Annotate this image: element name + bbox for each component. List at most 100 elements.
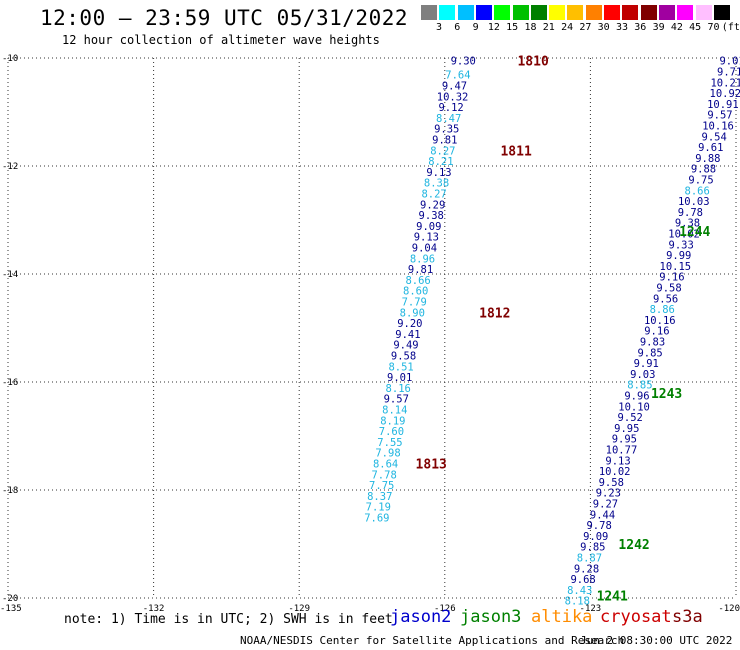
wave-height-value: 9.78: [678, 207, 703, 219]
lat-tick-label: -16: [2, 378, 18, 388]
wave-height-value: 9.16: [644, 326, 669, 338]
wave-height-value: 9.30: [451, 56, 476, 68]
wave-height-value: 9.71: [717, 67, 740, 79]
wave-height-value: 10.77: [606, 445, 638, 457]
color-swatch: [677, 5, 694, 20]
wave-height-values: 9.307.649.4710.329.128.479.359.818.278.2…: [364, 56, 740, 608]
pass-time-label: 1811: [500, 144, 531, 159]
color-scale-label: 24: [561, 22, 574, 33]
wave-height-value: 9.09: [416, 221, 441, 233]
wave-height-value: 9.81: [432, 135, 457, 147]
wave-height-value: 10.10: [618, 401, 650, 413]
color-scale-label: 3: [435, 22, 443, 33]
lon-tick-label: -123: [580, 604, 602, 614]
wave-height-value: 9.88: [695, 153, 720, 165]
color-scale-label: 33: [615, 22, 629, 33]
wave-height-value: 9.61: [698, 142, 723, 154]
color-swatch: [512, 5, 529, 20]
wave-height-value: 9.09: [583, 531, 608, 543]
color-scale-label: 30: [597, 22, 610, 33]
wave-height-value: 10.15: [660, 261, 692, 273]
color-swatch: [421, 5, 437, 20]
wave-height-value: 9.44: [590, 509, 615, 521]
wave-height-value: 9.27: [593, 499, 618, 511]
wave-height-value: 8.47: [436, 113, 461, 125]
wave-height-value: 9.38: [419, 210, 444, 222]
lon-tick-label: -135: [0, 604, 22, 614]
wave-height-value: 10.32: [437, 91, 469, 103]
color-swatch: [549, 5, 566, 20]
color-scale-label: 6: [454, 22, 461, 33]
wave-height-value: 10.16: [644, 315, 676, 327]
page-title: 12:00 – 23:59 UTC 05/31/2022: [40, 6, 409, 30]
wave-height-value: 8.27: [421, 189, 446, 201]
legend-item-jason3: jason3: [460, 607, 522, 627]
wave-height-value: 9.52: [618, 412, 643, 424]
footer-timestamp: Jun 2 08:30:00 UTC 2022: [580, 634, 733, 647]
wave-height-value: 9.58: [599, 477, 624, 489]
lon-tick-label: -126: [434, 604, 456, 614]
wave-height-value: 9.13: [605, 455, 630, 467]
wave-height-value: 8.37: [367, 491, 392, 503]
wave-height-value: 8.64: [373, 459, 398, 471]
color-swatch: [713, 5, 730, 20]
color-swatch: [658, 5, 675, 20]
page-subtitle: 12 hour collection of altimeter wave hei…: [62, 33, 380, 47]
wave-height-value: 9.28: [574, 563, 599, 575]
wave-height-value: 9.03: [630, 369, 655, 381]
wave-height-value: 9.68: [570, 574, 595, 586]
wave-height-value: 8.90: [400, 307, 425, 319]
axis-ticks: -135 -132 -129 -126 -123 -120 -10 -12 -14 -16 -18 -…: [0, 54, 740, 614]
wave-height-value: 9.54: [702, 131, 727, 143]
wave-height-value: 9.23: [596, 488, 621, 500]
wave-height-value: 9.13: [414, 232, 439, 244]
wave-height-value: 8.18: [565, 596, 590, 608]
color-scale-label: 42: [670, 22, 683, 33]
lon-tick-label: -120: [718, 604, 740, 614]
wave-height-value: 9.85: [637, 347, 662, 359]
wave-height-value: 8.51: [388, 361, 413, 373]
color-scale-label: 27: [579, 22, 592, 33]
color-swatch: [622, 5, 639, 20]
wave-height-value: 10.91: [707, 99, 739, 111]
units-note: note: 1) Time is in UTC; 2) SWH is in fe…: [64, 612, 393, 627]
legend-item-cryosat: cryosat: [600, 607, 672, 627]
wave-height-value: 8.60: [403, 286, 428, 298]
wave-height-value: 10.02: [668, 229, 700, 241]
color-swatch: [604, 5, 620, 20]
wave-height-value: 7.98: [375, 448, 400, 460]
wave-height-value: 7.64: [445, 70, 470, 82]
wave-height-value: 8.14: [382, 405, 407, 417]
color-swatch: [567, 5, 584, 20]
wave-height-value: 9.47: [442, 81, 467, 93]
wave-height-value: 9.83: [640, 337, 665, 349]
wave-height-value: 8.85: [627, 380, 652, 392]
lat-tick-label: -10: [2, 54, 18, 64]
wave-height-value: 7.55: [377, 437, 402, 449]
color-swatch: [640, 5, 657, 20]
wave-height-value: 9.96: [624, 391, 649, 403]
color-scale-label: 36: [634, 22, 647, 33]
footer-credit: NOAA/NESDIS Center for Satellite Applica…: [240, 634, 625, 647]
wave-height-value: 8.66: [685, 185, 710, 197]
color-scale-label: 39: [652, 22, 665, 33]
wave-height-value: 9.91: [634, 358, 659, 370]
lat-tick-label: -18: [2, 486, 18, 496]
wave-height-value: 9.58: [391, 351, 416, 363]
wave-height-value: 9.95: [612, 434, 637, 446]
legend-item-jason2: jason2: [390, 607, 452, 627]
color-swatch: [585, 5, 602, 20]
lat-tick-label: -20: [2, 594, 18, 604]
wave-height-value: 8.16: [386, 383, 411, 395]
wave-height-value: 9.49: [393, 340, 418, 352]
wave-height-value: 9.41: [395, 329, 420, 341]
wave-height-value: 9.04: [412, 243, 437, 255]
color-scale-label: 70: [707, 22, 720, 33]
pass-time-labels: 1810 1811 1812 1813 1244 1243 1242 1241: [416, 55, 711, 605]
wave-height-value: 8.21: [428, 156, 453, 168]
wave-height-value: 9.85: [580, 542, 605, 554]
pass-time-label: 1241: [597, 589, 628, 604]
wave-height-value: 9.01: [387, 372, 412, 384]
wave-height-value: 7.19: [366, 502, 391, 514]
